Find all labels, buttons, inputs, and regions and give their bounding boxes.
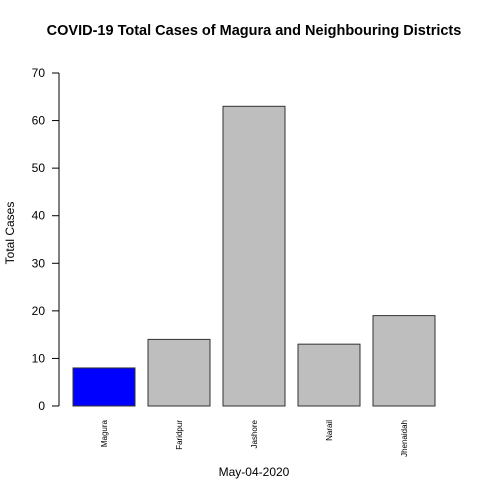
bar-jhenaidah	[372, 315, 436, 407]
x-axis-label: May-04-2020	[219, 465, 290, 479]
x-category-label: Jhenaidah	[400, 420, 409, 457]
bar-narail	[297, 343, 361, 407]
x-category-label: Faridpur	[175, 420, 184, 450]
x-category-label: Narail	[325, 420, 334, 441]
y-tick-label: 30	[32, 256, 46, 270]
x-category-label: Jashore	[250, 419, 259, 448]
y-tick-label: 70	[32, 66, 46, 80]
chart-title: COVID-19 Total Cases of Magura and Neigh…	[47, 23, 462, 39]
x-category-labels: Magura Faridpur Jashore Narail Jhenaidah	[100, 419, 409, 456]
y-tick-label: 20	[32, 304, 46, 318]
bars	[72, 105, 436, 407]
x-category-label: Magura	[100, 419, 109, 447]
bar-faridpur	[147, 338, 211, 407]
y-tick-label: 50	[32, 161, 46, 175]
y-tick-label: 40	[32, 209, 46, 223]
y-tick-label: 60	[32, 114, 46, 128]
y-axis-label: Total Cases	[3, 202, 17, 265]
bar-jashore	[222, 105, 286, 407]
y-tick-label: 0	[38, 399, 45, 413]
y-tick-label: 10	[32, 351, 46, 365]
y-axis: 0 10 20 30 40 50 60 70	[32, 66, 60, 413]
bar-magura	[72, 367, 136, 407]
